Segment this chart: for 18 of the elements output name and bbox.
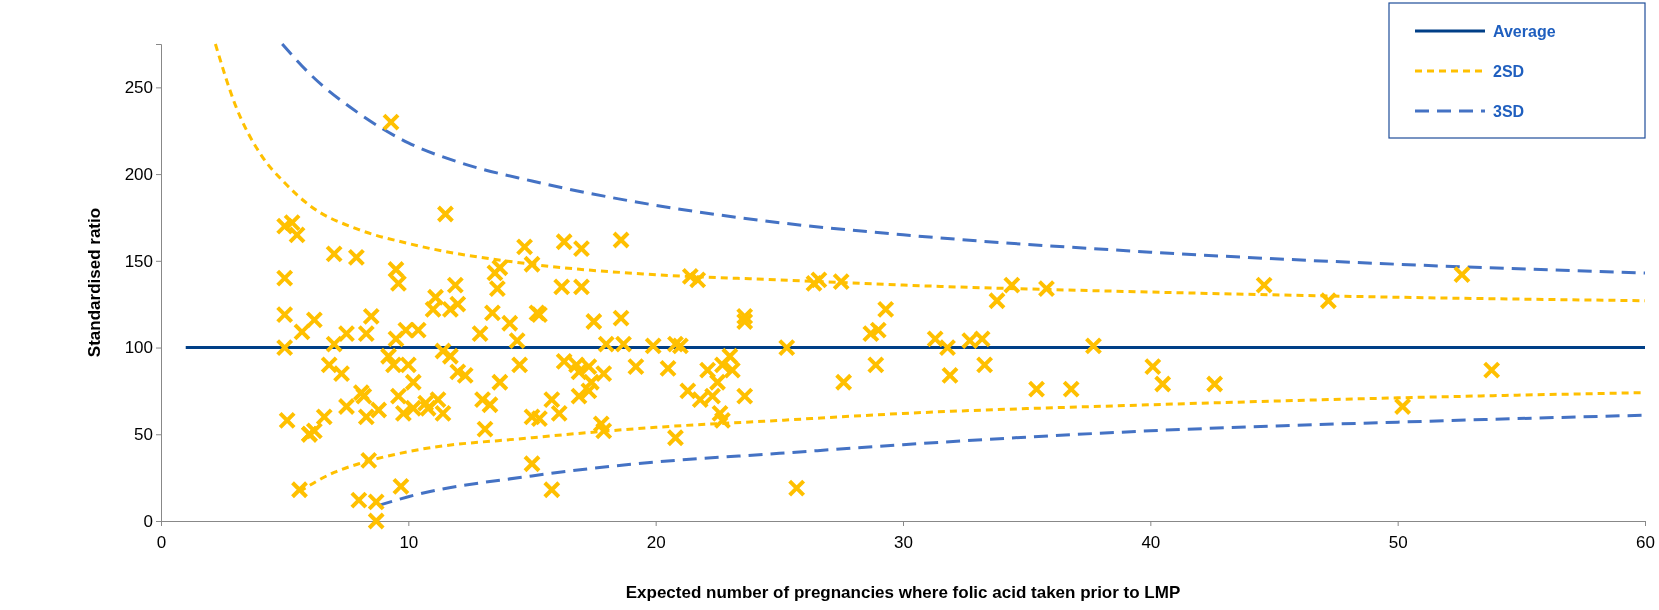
- legend-label: 3SD: [1493, 103, 1525, 120]
- legend-label: Average: [1493, 23, 1556, 40]
- y-tick-label: 200: [124, 165, 153, 185]
- x-tick-label: 60: [1636, 532, 1655, 552]
- y-tick-label: 50: [134, 425, 153, 445]
- y-tick-label: 100: [124, 338, 153, 358]
- x-tick-label: 50: [1388, 532, 1408, 552]
- x-tick-label: 40: [1141, 532, 1161, 552]
- legend-label: 2SD: [1493, 63, 1525, 80]
- y-axis-title: Standardised ratio: [85, 207, 104, 358]
- y-tick-label: 150: [124, 251, 153, 271]
- x-tick-label: 0: [156, 532, 167, 552]
- x-tick-label: 10: [399, 532, 419, 552]
- x-axis-title: Expected number of pregnancies where folic acid taken prior to LMP: [625, 583, 1181, 602]
- y-tick-label: 0: [143, 511, 153, 531]
- x-tick-label: 20: [646, 532, 666, 552]
- x-tick-label: 30: [894, 532, 913, 552]
- y-tick-label: 250: [124, 78, 153, 98]
